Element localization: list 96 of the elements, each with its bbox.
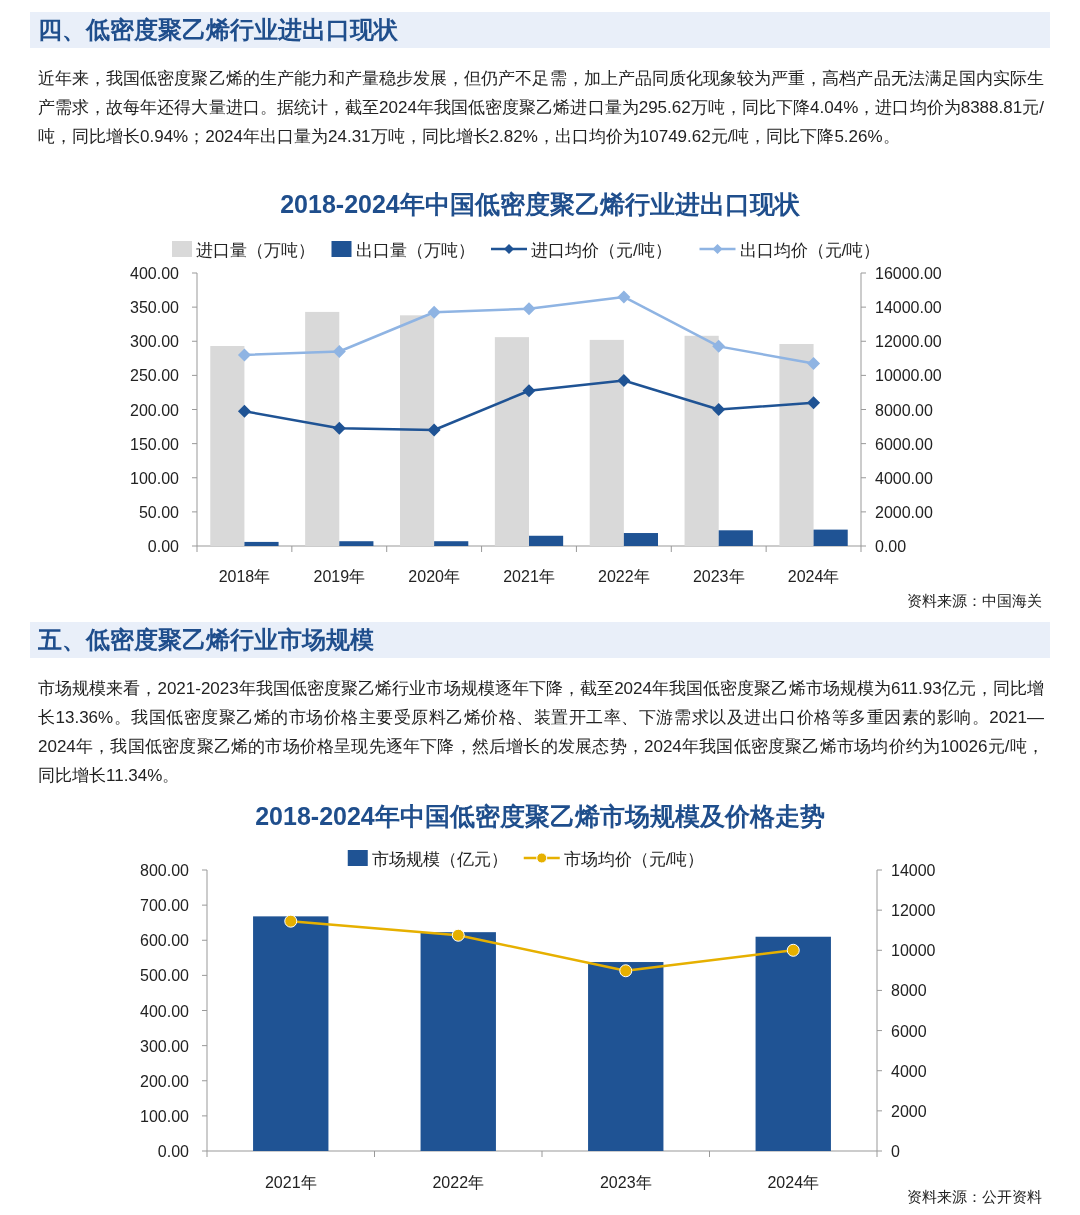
y-tick-label: 600.00 xyxy=(140,932,190,950)
point xyxy=(807,356,821,370)
y2-tick-label: 4000.00 xyxy=(875,469,933,487)
bar xyxy=(755,936,831,1151)
y-tick-label: 400.00 xyxy=(140,1002,190,1020)
y-tick-label: 350.00 xyxy=(130,299,180,317)
y-tick-label: 200.00 xyxy=(140,1072,190,1090)
y-tick-label: 300.00 xyxy=(140,1037,190,1055)
bar xyxy=(244,541,279,546)
y2-tick-label: 10000.00 xyxy=(875,367,942,385)
bar xyxy=(210,346,245,546)
bar xyxy=(588,962,664,1151)
bar xyxy=(253,916,329,1151)
text: 资料来源：公开资料 xyxy=(907,1188,1042,1207)
y-tick-label: 400.00 xyxy=(130,265,180,282)
y-tick-label: 50.00 xyxy=(138,503,180,521)
y-tick-label: 800.00 xyxy=(140,862,190,879)
bar xyxy=(529,535,564,546)
chart-title: 2018-2024年中国低密度聚乙烯市场规模及价格走势 xyxy=(255,802,825,830)
x-tick-label: 2024年 xyxy=(767,1174,820,1191)
y2-tick-label: 2000.00 xyxy=(875,503,933,521)
point xyxy=(712,339,726,353)
y2-tick-label: 10000 xyxy=(891,942,936,960)
point xyxy=(332,344,346,358)
point xyxy=(427,423,441,437)
y2-tick-label: 14000.00 xyxy=(875,299,942,317)
bar xyxy=(684,335,719,546)
text: 资料来源：中国海关 xyxy=(907,592,1042,611)
x-tick-label: 2021年 xyxy=(264,1174,317,1191)
point xyxy=(451,928,465,942)
bar xyxy=(623,533,659,546)
y-tick-label: 150.00 xyxy=(130,435,180,453)
y-tick-label: 250.00 xyxy=(130,367,180,385)
legend-label: 出口量（万吨） xyxy=(355,241,475,260)
bar xyxy=(305,311,340,546)
y-tick-label: 100.00 xyxy=(140,1107,190,1125)
point xyxy=(712,403,726,416)
bar xyxy=(589,339,624,546)
legend-label: 进口量（万吨） xyxy=(196,241,315,260)
point xyxy=(522,384,536,398)
legend-label: 出口均价（元/吨） xyxy=(739,241,881,260)
bar xyxy=(339,541,374,546)
y2-tick-label: 16000.00 xyxy=(875,265,942,282)
text: 近年来，我国低密度聚乙烯的生产能力和产量稳步发展，但仍产不足需，加上产品同质化现象较为严重，高档产品无法满足国内实际生产需求，故每年还得大量进口。据统计，截至2024年我国低密度聚乙烯进口量为295.62万吨，同比下降4.04%，进口均价为8388.81元/吨，同比增长0.94%；2024年出口量为24.31万吨，同比增长2.82%，出口均价为10749.62元/吨，同比下降5.26%。 xyxy=(38,68,1044,148)
point xyxy=(786,943,800,957)
bar xyxy=(813,529,848,546)
bar xyxy=(399,315,435,546)
y2-tick-label: 0.00 xyxy=(875,538,907,555)
y-tick-label: 100.00 xyxy=(130,469,180,487)
x-tick-label: 2023年 xyxy=(692,568,745,585)
legend-label: 市场均价（元/吨） xyxy=(563,850,705,869)
point xyxy=(237,404,251,418)
y2-tick-label: 2000 xyxy=(891,1102,927,1120)
point xyxy=(807,396,821,410)
x-tick-label: 2021年 xyxy=(503,568,555,585)
point xyxy=(332,421,346,435)
y-tick-label: 0.00 xyxy=(147,538,180,555)
legend-label: 市场规模（亿元） xyxy=(371,850,508,869)
y2-tick-label: 4000 xyxy=(891,1062,927,1080)
y2-tick-label: 14000 xyxy=(891,862,936,879)
y-tick-label: 500.00 xyxy=(140,967,190,985)
x-tick-label: 2022年 xyxy=(598,568,650,585)
text: 四、低密度聚乙烯行业进出口现状 xyxy=(30,12,1050,48)
y2-tick-label: 12000.00 xyxy=(875,333,942,351)
y2-tick-label: 0 xyxy=(891,1143,900,1160)
y-tick-label: 700.00 xyxy=(140,897,190,915)
point xyxy=(284,914,298,928)
x-tick-label: 2019年 xyxy=(313,568,366,585)
x-tick-label: 2023年 xyxy=(599,1174,652,1191)
point xyxy=(617,373,631,387)
bar xyxy=(420,932,496,1151)
text: 五、低密度聚乙烯行业市场规模 xyxy=(30,622,1050,658)
point xyxy=(522,302,536,316)
y2-tick-label: 6000 xyxy=(891,1022,927,1040)
bar xyxy=(779,343,814,546)
bar xyxy=(494,337,529,546)
x-tick-label: 2018年 xyxy=(218,568,271,585)
chart-title: 2018-2024年中国低密度聚乙烯行业进出口现状 xyxy=(280,190,801,218)
y-tick-label: 200.00 xyxy=(130,401,180,419)
y-tick-label: 0.00 xyxy=(157,1143,190,1160)
point xyxy=(427,305,441,319)
point xyxy=(619,964,633,978)
y2-tick-label: 8000 xyxy=(891,982,927,1000)
y2-tick-label: 8000.00 xyxy=(875,401,933,419)
text: 市场规模来看，2021-2023年我国低密度聚乙烯行业市场规模逐年下降，截至2024年我国低密度聚乙烯市场规模为611.93亿元，同比增长13.36%。我国低密度聚乙烯的市场价格主要受原料乙烯价格、装置开工率、下游需求以及进出口价格等多重因素的影响。2021—2024年，我国低密度聚乙烯的市场价格呈现先逐年下降，然后增长的发展态势，2024年我国低密度聚乙烯市场均价约为10026元/吨，同比增长11.34%。 xyxy=(38,678,1044,787)
legend-label: 进口均价（元/吨） xyxy=(531,241,672,260)
y2-tick-label: 6000.00 xyxy=(875,435,933,453)
x-tick-label: 2020年 xyxy=(408,568,460,585)
y-tick-label: 300.00 xyxy=(130,333,180,351)
point xyxy=(237,348,251,362)
bar xyxy=(718,530,753,546)
bar xyxy=(434,541,469,546)
x-tick-label: 2024年 xyxy=(787,568,840,585)
y2-tick-label: 12000 xyxy=(891,902,936,920)
point xyxy=(617,290,631,304)
x-tick-label: 2022年 xyxy=(432,1174,485,1191)
